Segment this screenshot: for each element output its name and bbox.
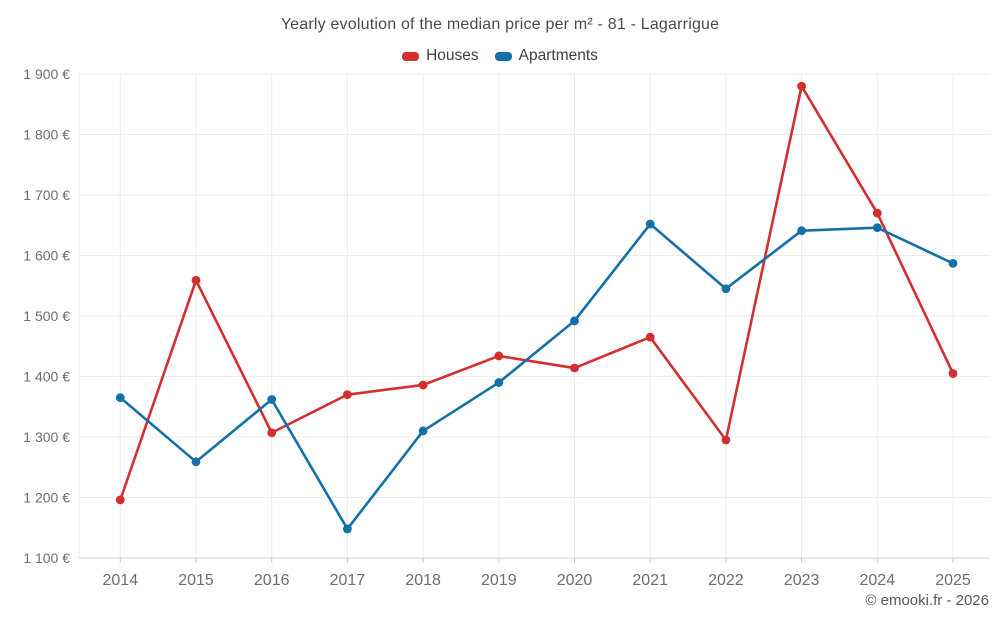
x-axis-label: 2018 [405, 572, 441, 589]
y-axis-label: 1 600 € [23, 248, 70, 264]
houses-data-point-2022[interactable] [721, 435, 731, 445]
apartments-legend-label: Apartments [518, 47, 598, 64]
apartments-legend-swatch-icon [494, 51, 512, 61]
apartments-series-line [119, 222, 955, 531]
y-axis-label: 1 300 € [23, 429, 70, 445]
apartments-data-point-2014[interactable] [115, 393, 125, 403]
houses-legend-label: Houses [426, 47, 479, 64]
x-axis-label: 2014 [103, 572, 139, 589]
y-axis-label: 1 800 € [23, 127, 70, 143]
apartments-data-point-2024[interactable] [872, 223, 882, 233]
apartments-data-point-2020[interactable] [570, 316, 579, 326]
x-axis-label: 2016 [254, 572, 290, 589]
apartments-data-point-2019[interactable] [494, 378, 504, 387]
y-axis-label: 1 900 € [23, 66, 70, 82]
legend-item-houses[interactable]: Houses [402, 47, 479, 65]
houses-data-point-2019[interactable] [494, 351, 504, 361]
x-axis-label: 2015 [178, 572, 214, 589]
apartments-data-point-2016[interactable] [267, 395, 277, 404]
houses-legend-swatch-icon [402, 51, 420, 61]
houses-data-point-2016[interactable] [267, 428, 277, 438]
apartments-data-point-2017[interactable] [343, 524, 352, 534]
houses-data-point-2025[interactable] [948, 369, 958, 378]
houses-data-point-2017[interactable] [343, 390, 352, 400]
apartments-data-point-2022[interactable] [721, 284, 731, 294]
houses-data-point-2023[interactable] [797, 81, 806, 91]
houses-data-point-2020[interactable] [570, 363, 579, 373]
legend-item-apartments[interactable]: Apartments [494, 47, 598, 65]
x-axis-label: 2023 [784, 572, 820, 589]
houses-data-point-2021[interactable] [645, 332, 655, 342]
x-axis-label: 2017 [330, 572, 366, 589]
chart-title: Yearly evolution of the median price per… [280, 16, 720, 33]
houses-data-point-2015[interactable] [191, 275, 201, 285]
apartments-data-point-2018[interactable] [418, 426, 428, 436]
y-axis-label: 1 200 € [23, 490, 70, 506]
apartments-data-point-2021[interactable] [645, 219, 655, 229]
x-axis-label: 2022 [708, 572, 744, 589]
x-axis-label: 2025 [935, 572, 971, 589]
chart-legend: Houses Apartments [0, 47, 1000, 65]
x-axis-label: 2020 [557, 572, 593, 589]
houses-series-line [119, 84, 955, 502]
y-axis-label: 1 100 € [23, 550, 70, 566]
apartments-data-point-2015[interactable] [191, 457, 201, 467]
x-axis-label: 2019 [481, 572, 517, 589]
y-axis-label: 1 400 € [23, 369, 70, 385]
y-axis-label: 1 500 € [23, 308, 70, 324]
copyright-footer: © emooki.fr - 2026 [865, 592, 989, 609]
y-axis-label: 1 700 € [23, 187, 70, 203]
apartments-data-point-2023[interactable] [797, 226, 806, 236]
houses-data-point-2014[interactable] [115, 495, 125, 505]
houses-data-point-2018[interactable] [418, 380, 428, 390]
apartments-data-point-2025[interactable] [948, 258, 958, 268]
x-axis-label: 2024 [860, 572, 896, 589]
x-axis-label: 2021 [632, 572, 668, 589]
houses-data-point-2024[interactable] [872, 208, 882, 218]
